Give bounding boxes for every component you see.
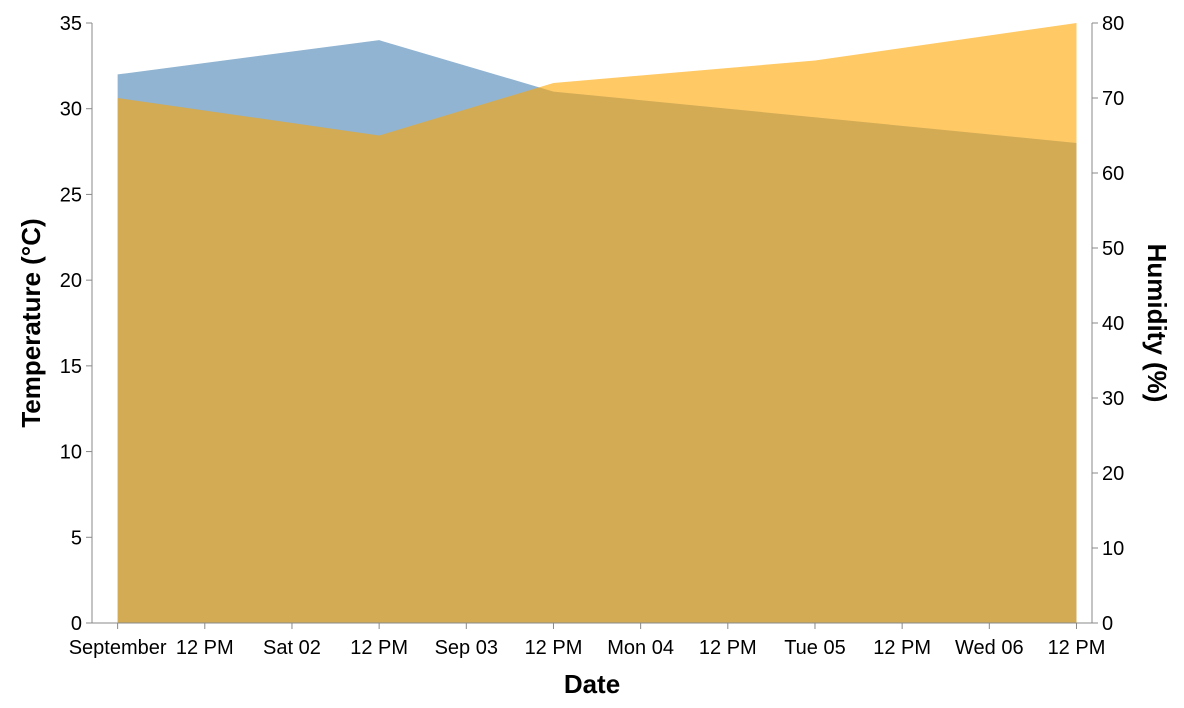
right-y-tick-label: 60	[1102, 163, 1124, 185]
left-y-tick-label: 10	[60, 442, 82, 464]
x-tick-label: Mon 04	[607, 637, 674, 659]
right-y-tick-label: 50	[1102, 238, 1124, 260]
x-tick-label: 12 PM	[699, 637, 757, 659]
left-y-tick-label: 15	[60, 356, 82, 378]
x-tick-label: Tue 05	[784, 637, 846, 659]
right-y-tick-label: 20	[1102, 463, 1124, 485]
x-tick-label: Sat 02	[263, 637, 321, 659]
left-y-axis-title: Temperature (°C)	[16, 218, 46, 427]
right-y-tick-label: 80	[1102, 13, 1124, 35]
x-axis-title: Date	[564, 669, 620, 699]
right-y-tick-label: 30	[1102, 388, 1124, 410]
left-y-tick-label: 5	[71, 527, 82, 549]
right-y-tick-label: 70	[1102, 88, 1124, 110]
x-tick-label: Sep 03	[435, 637, 498, 659]
x-tick-label: September	[69, 637, 167, 659]
right-y-axis-title: Humidity (%)	[1142, 244, 1172, 403]
x-tick-label: 12 PM	[525, 637, 583, 659]
x-tick-label: 12 PM	[350, 637, 408, 659]
left-y-tick-label: 25	[60, 184, 82, 206]
left-y-tick-label: 30	[60, 99, 82, 121]
left-y-tick-label: 35	[60, 13, 82, 35]
x-tick-label: Wed 06	[955, 637, 1024, 659]
x-tick-label: 12 PM	[176, 637, 234, 659]
axes-group: 0 5 10 15 20 25 30 35 0 10 20 30 40 50 60 70 80 September…	[60, 13, 1125, 659]
x-tick-label: 12 PM	[1048, 637, 1106, 659]
left-y-tick-label: 20	[60, 270, 82, 292]
right-y-tick-label: 40	[1102, 313, 1124, 335]
right-y-tick-label: 10	[1102, 538, 1124, 560]
x-tick-label: 12 PM	[873, 637, 931, 659]
areas-group	[117, 23, 1077, 623]
left-y-tick-label: 0	[71, 613, 82, 635]
right-y-tick-label: 0	[1102, 613, 1113, 635]
area-series-humidity	[117, 23, 1077, 623]
